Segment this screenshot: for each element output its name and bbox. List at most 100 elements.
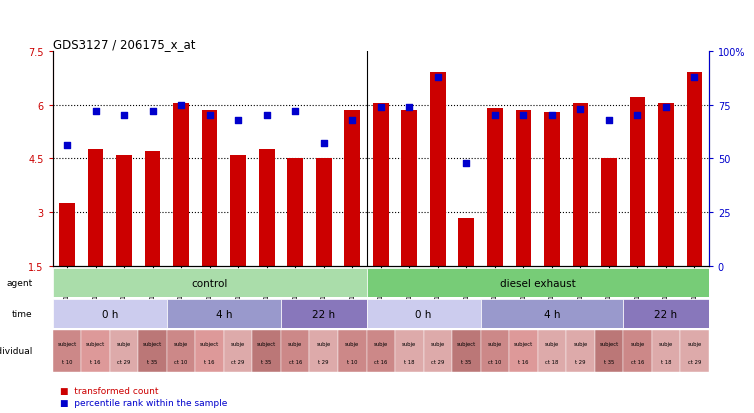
Text: ct 16: ct 16: [289, 359, 302, 364]
Bar: [167, 330, 195, 372]
Bar: [53, 330, 81, 372]
Text: 22 h: 22 h: [312, 309, 336, 319]
Point: [432, 74, 444, 81]
Bar: [345, 111, 360, 266]
Text: ct 29: ct 29: [118, 359, 130, 364]
Text: time: time: [12, 309, 33, 318]
Point: [317, 141, 329, 147]
Text: subject: subject: [457, 341, 476, 346]
Text: 0 h: 0 h: [415, 309, 432, 319]
Text: t 35: t 35: [148, 359, 158, 364]
Bar: [658, 104, 674, 266]
Text: subject: subject: [257, 341, 276, 346]
Bar: [338, 330, 366, 372]
Bar: [224, 330, 253, 372]
Bar: [487, 109, 503, 266]
Point: [346, 117, 358, 123]
Point: [403, 104, 415, 111]
Text: subje: subje: [374, 341, 388, 346]
Bar: [202, 111, 217, 266]
Point: [460, 160, 472, 166]
Text: subje: subje: [345, 341, 360, 346]
Point: [118, 113, 130, 119]
Bar: [309, 330, 338, 372]
Bar: [138, 330, 167, 372]
Bar: [595, 330, 624, 372]
Bar: [401, 111, 417, 266]
Text: t 10: t 10: [347, 359, 357, 364]
Point: [232, 117, 244, 123]
Bar: [60, 204, 75, 266]
Bar: [259, 150, 274, 266]
Text: subject: subject: [513, 341, 533, 346]
Point: [61, 143, 73, 150]
Bar: [566, 330, 595, 372]
Text: subje: subje: [488, 341, 502, 346]
Text: 4 h: 4 h: [216, 309, 232, 319]
Text: t 35: t 35: [461, 359, 471, 364]
Bar: [366, 330, 395, 372]
Bar: [509, 330, 538, 372]
Text: subje: subje: [174, 341, 188, 346]
Bar: [145, 152, 161, 266]
Text: ct 29: ct 29: [431, 359, 445, 364]
Bar: [680, 330, 709, 372]
Text: subje: subje: [630, 341, 645, 346]
Bar: [424, 330, 452, 372]
Text: subject: subject: [200, 341, 219, 346]
Point: [517, 113, 529, 119]
Text: subject: subject: [143, 341, 162, 346]
Bar: [480, 299, 624, 328]
Bar: [572, 104, 588, 266]
Text: 22 h: 22 h: [654, 309, 678, 319]
Bar: [87, 150, 103, 266]
Bar: [167, 299, 281, 328]
Bar: [173, 104, 189, 266]
Text: subje: subje: [117, 341, 131, 346]
Bar: [195, 330, 224, 372]
Bar: [230, 155, 246, 266]
Point: [204, 113, 216, 119]
Text: subject: subject: [86, 341, 106, 346]
Text: t 35: t 35: [262, 359, 272, 364]
Text: subje: subje: [231, 341, 245, 346]
Point: [261, 113, 273, 119]
Text: t 16: t 16: [90, 359, 101, 364]
Text: ct 16: ct 16: [374, 359, 388, 364]
Bar: [395, 330, 424, 372]
Bar: [624, 330, 651, 372]
Bar: [281, 330, 309, 372]
Text: ■  transformed count: ■ transformed count: [60, 386, 159, 395]
Bar: [373, 104, 388, 266]
Bar: [81, 330, 110, 372]
Text: agent: agent: [7, 278, 33, 287]
Bar: [687, 73, 702, 266]
Bar: [53, 268, 366, 297]
Bar: [516, 111, 532, 266]
Text: subje: subje: [659, 341, 673, 346]
Bar: [110, 330, 138, 372]
Point: [290, 109, 302, 115]
Text: subje: subje: [573, 341, 587, 346]
Text: ct 29: ct 29: [231, 359, 245, 364]
Point: [375, 104, 387, 111]
Bar: [624, 299, 709, 328]
Bar: [630, 98, 645, 266]
Text: GDS3127 / 206175_x_at: GDS3127 / 206175_x_at: [53, 38, 195, 50]
Bar: [480, 330, 509, 372]
Bar: [430, 73, 446, 266]
Point: [603, 117, 615, 123]
Bar: [366, 268, 709, 297]
Text: ■  percentile rank within the sample: ■ percentile rank within the sample: [60, 398, 228, 407]
Bar: [281, 299, 366, 328]
Text: subje: subje: [431, 341, 445, 346]
Text: t 10: t 10: [62, 359, 72, 364]
Text: subje: subje: [288, 341, 302, 346]
Bar: [316, 159, 332, 266]
Text: diesel exhaust: diesel exhaust: [500, 278, 575, 288]
Bar: [452, 330, 480, 372]
Point: [688, 74, 700, 81]
Text: subject: subject: [599, 341, 618, 346]
Text: t 16: t 16: [518, 359, 529, 364]
Text: t 18: t 18: [661, 359, 671, 364]
